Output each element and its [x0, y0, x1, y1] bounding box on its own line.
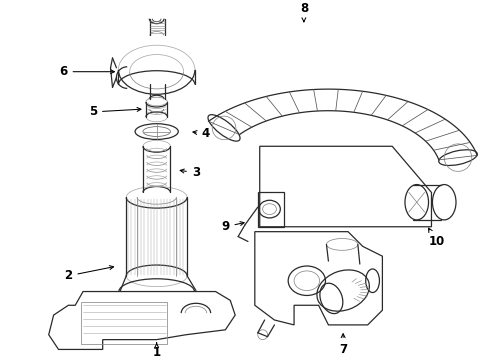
Text: 8: 8: [300, 3, 308, 22]
Bar: [81, 302, 168, 343]
Text: 4: 4: [193, 127, 210, 140]
Text: 7: 7: [339, 334, 347, 356]
Text: 3: 3: [180, 166, 200, 179]
Text: 9: 9: [221, 220, 244, 233]
Text: 2: 2: [64, 266, 114, 282]
Text: 1: 1: [152, 343, 161, 359]
Text: 6: 6: [59, 65, 115, 78]
Text: 5: 5: [89, 105, 141, 118]
Text: 10: 10: [428, 228, 444, 248]
